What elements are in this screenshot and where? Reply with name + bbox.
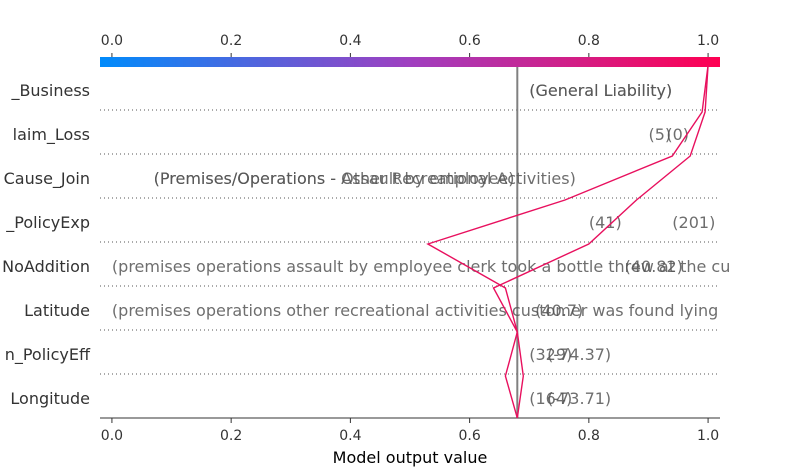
- bottom-tick-label: 0.0: [101, 428, 123, 444]
- feature-value-annotation: (0): [666, 125, 689, 144]
- bottom-tick-label: 0.4: [339, 428, 361, 444]
- top-tick-label: 0.0: [101, 33, 123, 49]
- feature-label: Longitude: [10, 389, 90, 408]
- feature-value-annotation: (5): [648, 125, 671, 144]
- feature-value-annotation: (329): [529, 345, 572, 364]
- top-tick-label: 0.4: [339, 33, 361, 49]
- feature-value-annotation: (General Liability): [529, 81, 672, 100]
- feature-value-annotation: (201): [672, 213, 715, 232]
- feature-value-annotation: (164): [529, 389, 572, 408]
- feature-value-annotation: (-73.71): [547, 389, 611, 408]
- feature-value-annotation: (-74.37): [547, 345, 611, 364]
- colorbar: [100, 57, 720, 67]
- top-tick-label: 0.2: [220, 33, 242, 49]
- feature-label: Cause_Join: [4, 169, 90, 189]
- decision-line: [426, 64, 709, 419]
- feature-value-annotation: (General Liability): [529, 81, 672, 100]
- bottom-tick-label: 0.8: [578, 428, 600, 444]
- decision-line: [492, 64, 709, 419]
- feature-value-annotation: (Premises/Operations - Other Recreationa…: [154, 169, 576, 188]
- top-tick-label: 0.8: [578, 33, 600, 49]
- bottom-tick-label: 1.0: [697, 428, 719, 444]
- feature-value-annotation: (premises operations assault by employee…: [112, 257, 730, 276]
- feature-value-annotation: (40.82): [625, 257, 683, 276]
- top-tick-label: 1.0: [697, 33, 719, 49]
- feature-label: Latitude: [24, 301, 90, 320]
- x-axis-label: Model output value: [333, 448, 488, 467]
- feature-label: n_PolicyEff: [5, 345, 91, 365]
- feature-label: laim_Loss: [13, 125, 90, 145]
- feature-label: NoAddition: [2, 257, 90, 276]
- feature-label: _Business: [10, 81, 90, 101]
- feature-value-annotation: (41): [589, 213, 622, 232]
- feature-label: _PolicyExp: [5, 213, 90, 233]
- feature-value-annotation: (Premises/Operations - Assault by employ…: [154, 169, 515, 188]
- feature-value-annotation: (premises operations other recreational …: [112, 301, 718, 320]
- top-tick-label: 0.6: [458, 33, 480, 49]
- bottom-tick-label: 0.2: [220, 428, 242, 444]
- feature-value-annotation: (40.7): [535, 301, 583, 320]
- bottom-tick-label: 0.6: [458, 428, 480, 444]
